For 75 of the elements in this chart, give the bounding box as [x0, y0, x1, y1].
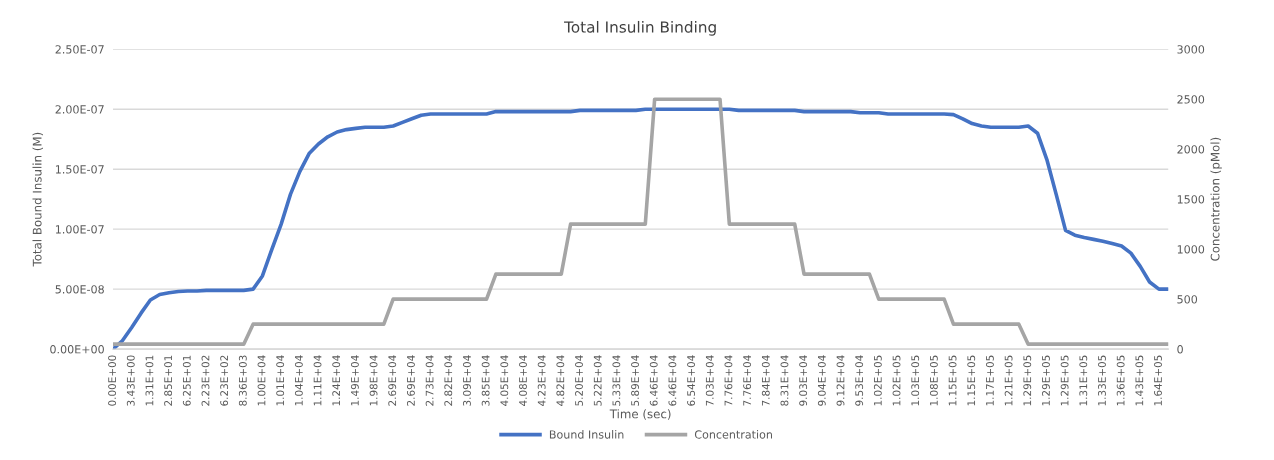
x-tick-label: 7.76E+04	[743, 355, 752, 406]
x-tick-label: 1.29E+05	[1042, 355, 1050, 406]
y2-tick-label: 0	[1177, 345, 1183, 354]
x-tick-label: 1.02E+05	[873, 355, 882, 406]
x-tick-label: 6.46E+04	[668, 355, 677, 406]
x-tick-label: 1.64E+05	[1154, 355, 1162, 406]
x-tick-label: 1.17E+05	[985, 355, 994, 406]
x-tick-label: 2.23E+02	[201, 355, 210, 406]
x-tick-label: 9.04E+04	[817, 355, 826, 406]
x-tick-label: 1.98E+04	[369, 355, 378, 406]
x-tick-label: 4.05E+04	[500, 355, 509, 406]
x-tick-label: 2.69E+04	[406, 355, 415, 406]
x-tick-label: 7.84E+04	[761, 355, 770, 406]
x-tick-label: 1.03E+05	[911, 355, 920, 406]
x-tick-label: 2.85E+01	[164, 355, 173, 406]
x-tick-label: 1.00E+04	[257, 355, 266, 406]
y2-tick-label: 3000	[1177, 45, 1205, 54]
y2-tick-label: 500	[1177, 295, 1198, 304]
y2-tick-label: 1500	[1177, 195, 1205, 204]
x-tick-label: 2.69E+04	[388, 355, 397, 406]
legend-label: Concentration	[694, 430, 772, 439]
x-tick-label: 1.31E+05	[1079, 355, 1088, 406]
x-tick-label: 4.23E+04	[537, 355, 546, 406]
y2-tick-label: 1000	[1177, 245, 1205, 254]
x-tick-label: 6.54E+04	[687, 355, 696, 406]
x-tick-label: 1.01E+04	[276, 355, 285, 406]
y2-tick-label: 2000	[1177, 145, 1205, 154]
x-tick-label: 1.29E+05	[1023, 355, 1032, 406]
x-tick-label: 1.43E+05	[1135, 355, 1144, 406]
x-tick-label: 7.76E+04	[724, 355, 733, 406]
y-tick-label: 1.00E-07	[55, 225, 104, 234]
x-tick-label: 5.33E+04	[612, 355, 621, 406]
y-tick-label: 1.50E-07	[55, 165, 104, 174]
x-tick-label: 1.29E+05	[1060, 355, 1069, 406]
x-tick-label: 9.03E+04	[799, 355, 808, 406]
x-tick-label: 5.20E+04	[575, 355, 583, 406]
chart-title: Total Insulin Binding	[564, 20, 716, 36]
x-tick-label: 1.11E+04	[313, 355, 322, 406]
x-tick-label: 1.15E+05	[948, 355, 957, 406]
x-tick-label: 4.08E+04	[519, 355, 527, 406]
x-tick-label: 5.22E+04	[593, 355, 602, 406]
x-tick-label: 4.82E+04	[556, 355, 565, 406]
x-tick-label: 5.89E+04	[631, 355, 639, 406]
x-axis-title: Time (sec)	[609, 409, 671, 420]
x-tick-label: 8.31E+04	[780, 355, 789, 406]
x-tick-label: 1.31E+01	[145, 355, 154, 406]
x-tick-label: 2.73E+04	[425, 355, 434, 406]
x-tick-label: 1.49E+04	[350, 355, 359, 406]
y-tick-label: 0.00E+00	[50, 345, 104, 354]
x-tick-label: 1.36E+05	[1116, 355, 1125, 406]
x-tick-label: 9.12E+04	[836, 355, 845, 406]
x-tick-label: 1.33E+05	[1098, 355, 1106, 406]
x-tick-label: 9.53E+04	[855, 355, 864, 406]
x-tick-label: 1.08E+05	[929, 355, 938, 406]
x-tick-label: 1.15E+05	[967, 355, 976, 406]
x-tick-label: 1.21E+05	[1004, 355, 1013, 406]
y-tick-label: 2.50E-07	[55, 45, 104, 54]
legend-label: Bound Insulin	[549, 430, 624, 439]
y-tick-label: 2.00E-07	[55, 105, 104, 114]
x-tick-label: 8.36E+03	[238, 355, 247, 406]
x-tick-label: 6.46E+04	[649, 355, 658, 406]
y-axis-title: Total Bound Insulin (M)	[32, 132, 44, 267]
x-tick-label: 6.23E+02	[220, 355, 229, 406]
x-tick-label: 1.02E+05	[892, 355, 901, 406]
x-tick-label: 3.85E+04	[481, 355, 490, 406]
y-tick-label: 5.00E-08	[55, 285, 104, 294]
x-tick-label: 1.24E+04	[332, 355, 341, 406]
y2-axis-title: Concentration (pMol)	[1210, 137, 1222, 261]
x-tick-label: 7.03E+04	[705, 355, 714, 406]
x-tick-label: 6.25E+01	[182, 355, 191, 406]
x-tick-label: 3.43E+00	[126, 355, 135, 406]
x-tick-label: 1.04E+04	[294, 355, 303, 406]
x-tick-label: 3.09E+04	[463, 355, 471, 406]
x-tick-label: 2.82E+04	[444, 355, 453, 406]
y2-tick-label: 2500	[1177, 95, 1205, 104]
